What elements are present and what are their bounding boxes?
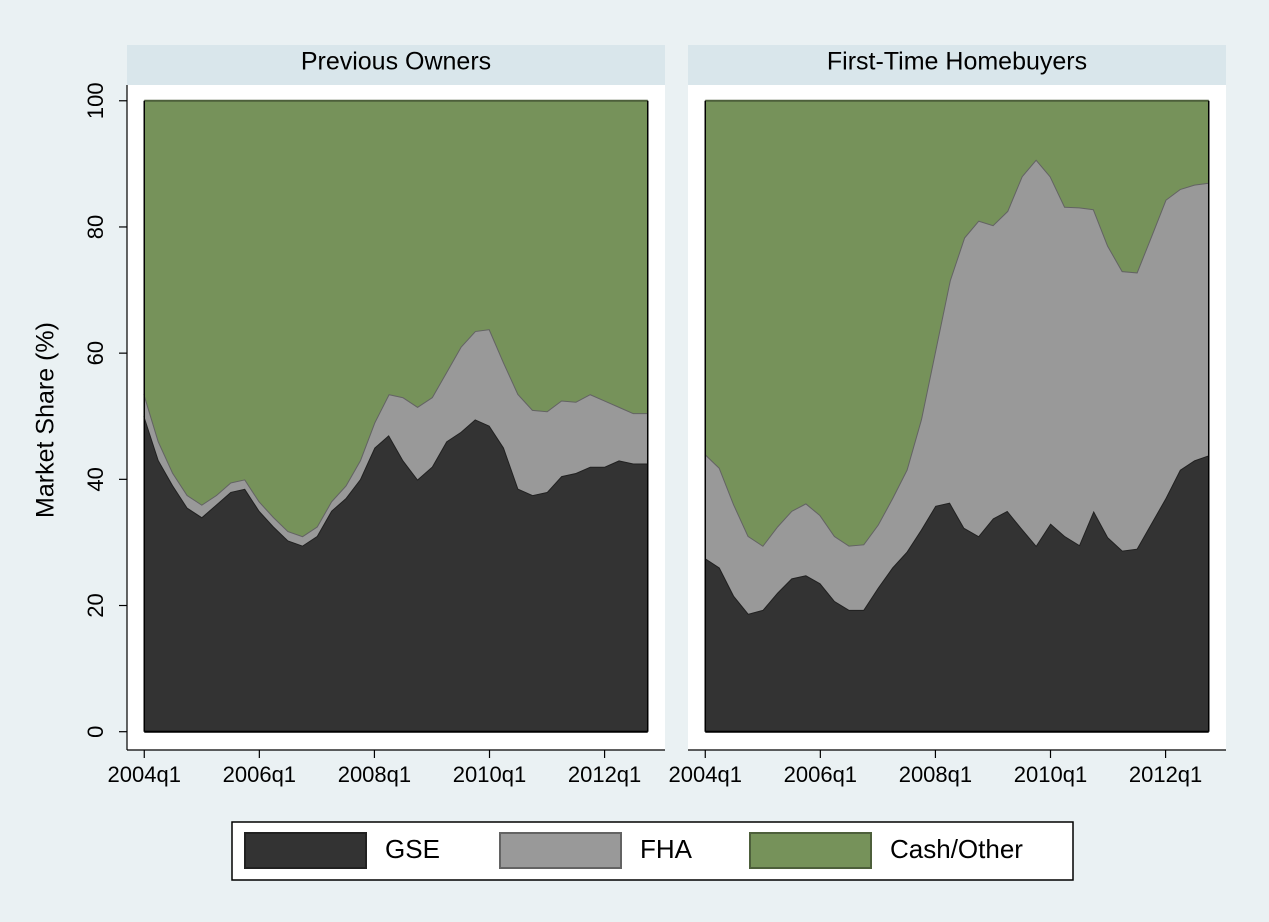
x-tick-label: 2004q1 [108, 762, 181, 787]
panel-title: First-Time Homebuyers [827, 48, 1087, 76]
x-tick-label: 2010q1 [1014, 762, 1087, 787]
y-tick-label: 60 [83, 341, 108, 365]
y-tick-label: 40 [83, 467, 108, 491]
x-tick-label: 2004q1 [669, 762, 742, 787]
x-tick-label: 2008q1 [338, 762, 411, 787]
legend-label: GSE [385, 834, 440, 864]
legend-label: Cash/Other [890, 834, 1023, 864]
panel-title: Previous Owners [301, 48, 491, 76]
legend-swatch [499, 832, 622, 869]
y-tick-label: 100 [83, 82, 108, 119]
area-fill [144, 100, 648, 537]
legend-swatch [749, 832, 872, 869]
legend-swatch [244, 832, 367, 869]
x-tick-label: 2012q1 [568, 762, 641, 787]
x-tick-label: 2006q1 [223, 762, 296, 787]
y-tick-label: 0 [83, 726, 108, 738]
x-tick-label: 2012q1 [1129, 762, 1202, 787]
area-fill [705, 455, 1209, 732]
y-tick-label: 80 [83, 215, 108, 239]
legend-label: FHA [640, 834, 693, 864]
panel-strip [688, 45, 1226, 85]
x-tick-label: 2010q1 [453, 762, 526, 787]
area-fill [144, 329, 648, 546]
area-fill [144, 416, 648, 732]
x-tick-label: 2006q1 [784, 762, 857, 787]
area-fill [705, 100, 1209, 546]
y-tick-label: 20 [83, 593, 108, 617]
x-tick-label: 2008q1 [899, 762, 972, 787]
panel-strip [127, 45, 665, 85]
area-fill [705, 159, 1209, 614]
y-axis-label: Market Share (%) [32, 322, 60, 518]
legend-box [231, 821, 1074, 881]
